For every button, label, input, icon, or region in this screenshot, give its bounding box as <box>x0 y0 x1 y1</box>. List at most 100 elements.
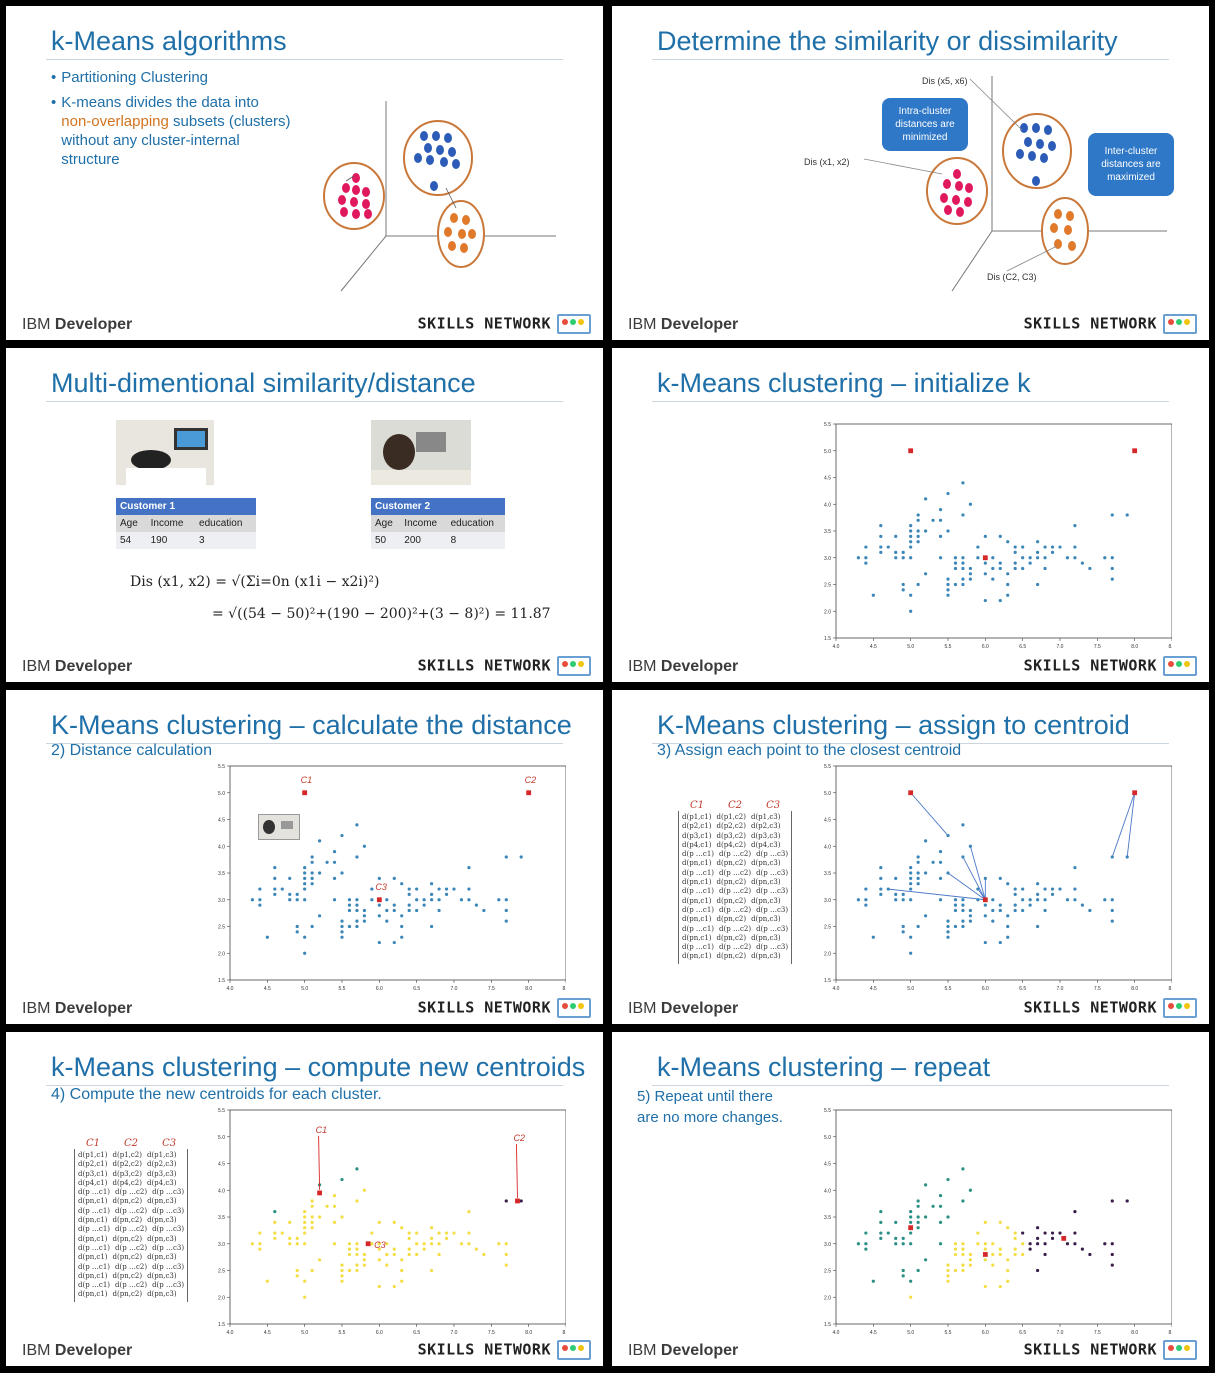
label-dis-c2-c3: Dis (C2, C3) <box>987 272 1037 282</box>
centroid-marker <box>1132 790 1138 796</box>
x-tick-label: 8.5 <box>1169 986 1172 992</box>
data-point <box>482 908 486 913</box>
data-point <box>924 1183 928 1187</box>
matrix-row: d(pn,c1) d(pn,c2) d(pn,c3) <box>78 1272 184 1281</box>
footer-ibm: IBM <box>22 316 55 333</box>
data-point <box>347 1247 352 1251</box>
data-point <box>968 919 972 923</box>
data-point <box>400 1258 404 1262</box>
matrix-cell: d(pn,c3) <box>751 952 781 961</box>
data-point <box>430 898 434 902</box>
data-point <box>998 903 1002 907</box>
centroid-marker <box>982 555 988 561</box>
data-point <box>370 898 374 902</box>
data-point <box>879 892 883 896</box>
data-point <box>916 540 920 544</box>
data-point <box>452 887 456 891</box>
matrix-cell: d(p …c1) <box>682 924 715 933</box>
matrix-row: d(p3,c1) d(p3,c2) d(p3,c3) <box>78 1170 184 1179</box>
footer-developer: Developer <box>54 1000 133 1017</box>
data-point <box>310 871 314 875</box>
data-point <box>407 1252 411 1257</box>
data-point <box>983 561 987 565</box>
data-point <box>946 919 950 923</box>
x-tick-label: 5.5 <box>945 644 952 650</box>
bullet-post: subsets (clusters) without any cluster-i… <box>61 113 291 168</box>
matrix-row: d(p …c1) d(p …c2) d(p …c3) <box>682 925 788 934</box>
matrix-cell: d(p …c2) <box>719 868 752 877</box>
data-point <box>273 1210 277 1214</box>
data-point <box>370 887 374 891</box>
data-point <box>303 1220 307 1224</box>
matrix-cell: d(p …c3) <box>756 887 789 896</box>
data-point <box>1073 898 1077 902</box>
footer-ibm-developer: IBM Developer <box>22 1000 132 1018</box>
header-education: education <box>199 518 243 529</box>
data-point <box>1058 887 1062 891</box>
data-point <box>303 1210 307 1214</box>
slide-subtitle: 5) Repeat until there are no more change… <box>637 1088 783 1126</box>
data-point <box>998 598 1002 603</box>
y-tick-label: 3.0 <box>824 1242 831 1248</box>
data-point <box>258 1247 262 1251</box>
data-point <box>879 524 883 528</box>
data-point <box>909 887 913 891</box>
matrix-row: d(p …c1) d(p …c2) d(p …c3) <box>78 1188 184 1197</box>
data-point <box>280 887 284 891</box>
footer-skills-network: SKILLS NETWORK <box>418 998 591 1018</box>
data-point <box>998 940 1002 945</box>
data-point <box>946 871 950 875</box>
data-point <box>1006 1268 1010 1273</box>
matrix-cell: d(pn,c2) <box>716 933 747 942</box>
data-point <box>303 1226 307 1230</box>
matrix-cell: d(p …c1) <box>78 1262 111 1271</box>
data-point <box>340 935 344 939</box>
footer-skills-network-text: SKILLS NETWORK <box>1023 1340 1157 1359</box>
matrix-cell: d(pn,c3) <box>147 1216 177 1225</box>
matrix-row: d(p2,c1) d(p2,c2) d(p2,c3) <box>78 1160 184 1169</box>
data-point <box>355 1242 359 1246</box>
data-point <box>894 1236 898 1240</box>
data-point <box>1036 556 1040 560</box>
x-tick-label: 6.5 <box>1019 644 1026 650</box>
data-point <box>976 1231 980 1235</box>
data-point <box>332 850 337 854</box>
data-point <box>916 882 920 886</box>
footer-ibm-developer: IBM Developer <box>22 658 132 676</box>
data-point <box>953 582 958 587</box>
data-point <box>961 561 965 565</box>
y-tick-label: 2.5 <box>218 925 225 931</box>
centroid-label: C2 <box>513 1133 525 1143</box>
data-point <box>504 908 508 913</box>
data-point <box>318 1215 322 1219</box>
centroid-label: C1 <box>316 1125 328 1135</box>
y-tick-label: 4.5 <box>824 1162 831 1168</box>
y-tick-label: 1.5 <box>218 978 225 984</box>
data-point <box>991 566 995 571</box>
y-tick-label: 1.5 <box>218 1322 225 1328</box>
data-point <box>1006 882 1010 886</box>
slide-title: k-Means clustering – initialize k <box>657 368 1031 398</box>
centroid-marker <box>376 897 382 903</box>
data-point <box>953 898 958 902</box>
data-point <box>1006 572 1010 576</box>
data-point <box>968 908 972 913</box>
value-income: 200 <box>404 535 421 546</box>
plot-frame <box>835 423 1172 639</box>
distance-formula: Dis (x1, x2) = √(Σi=0n (x1i − x2i)²) <box>130 574 380 590</box>
customer2-table: Customer 2 Age Income education 50 200 8 <box>371 498 505 549</box>
data-point <box>1065 898 1070 902</box>
x-tick-label: 6.5 <box>1019 986 1026 992</box>
data-point <box>879 1236 883 1240</box>
matrix-row: d(p1,c1) d(p1,c2) d(p1,c3) <box>78 1151 184 1160</box>
data-point <box>347 908 352 913</box>
data-point <box>377 1258 381 1262</box>
data-point <box>273 1231 277 1235</box>
data-point <box>504 1263 508 1267</box>
data-point <box>901 582 905 587</box>
bullet-pre: K-means divides the data into <box>61 94 259 111</box>
data-point <box>938 860 943 864</box>
matrix-row: d(p …c1) d(p …c2) d(p …c3) <box>682 869 788 878</box>
data-point <box>968 914 972 918</box>
data-point <box>385 898 389 902</box>
